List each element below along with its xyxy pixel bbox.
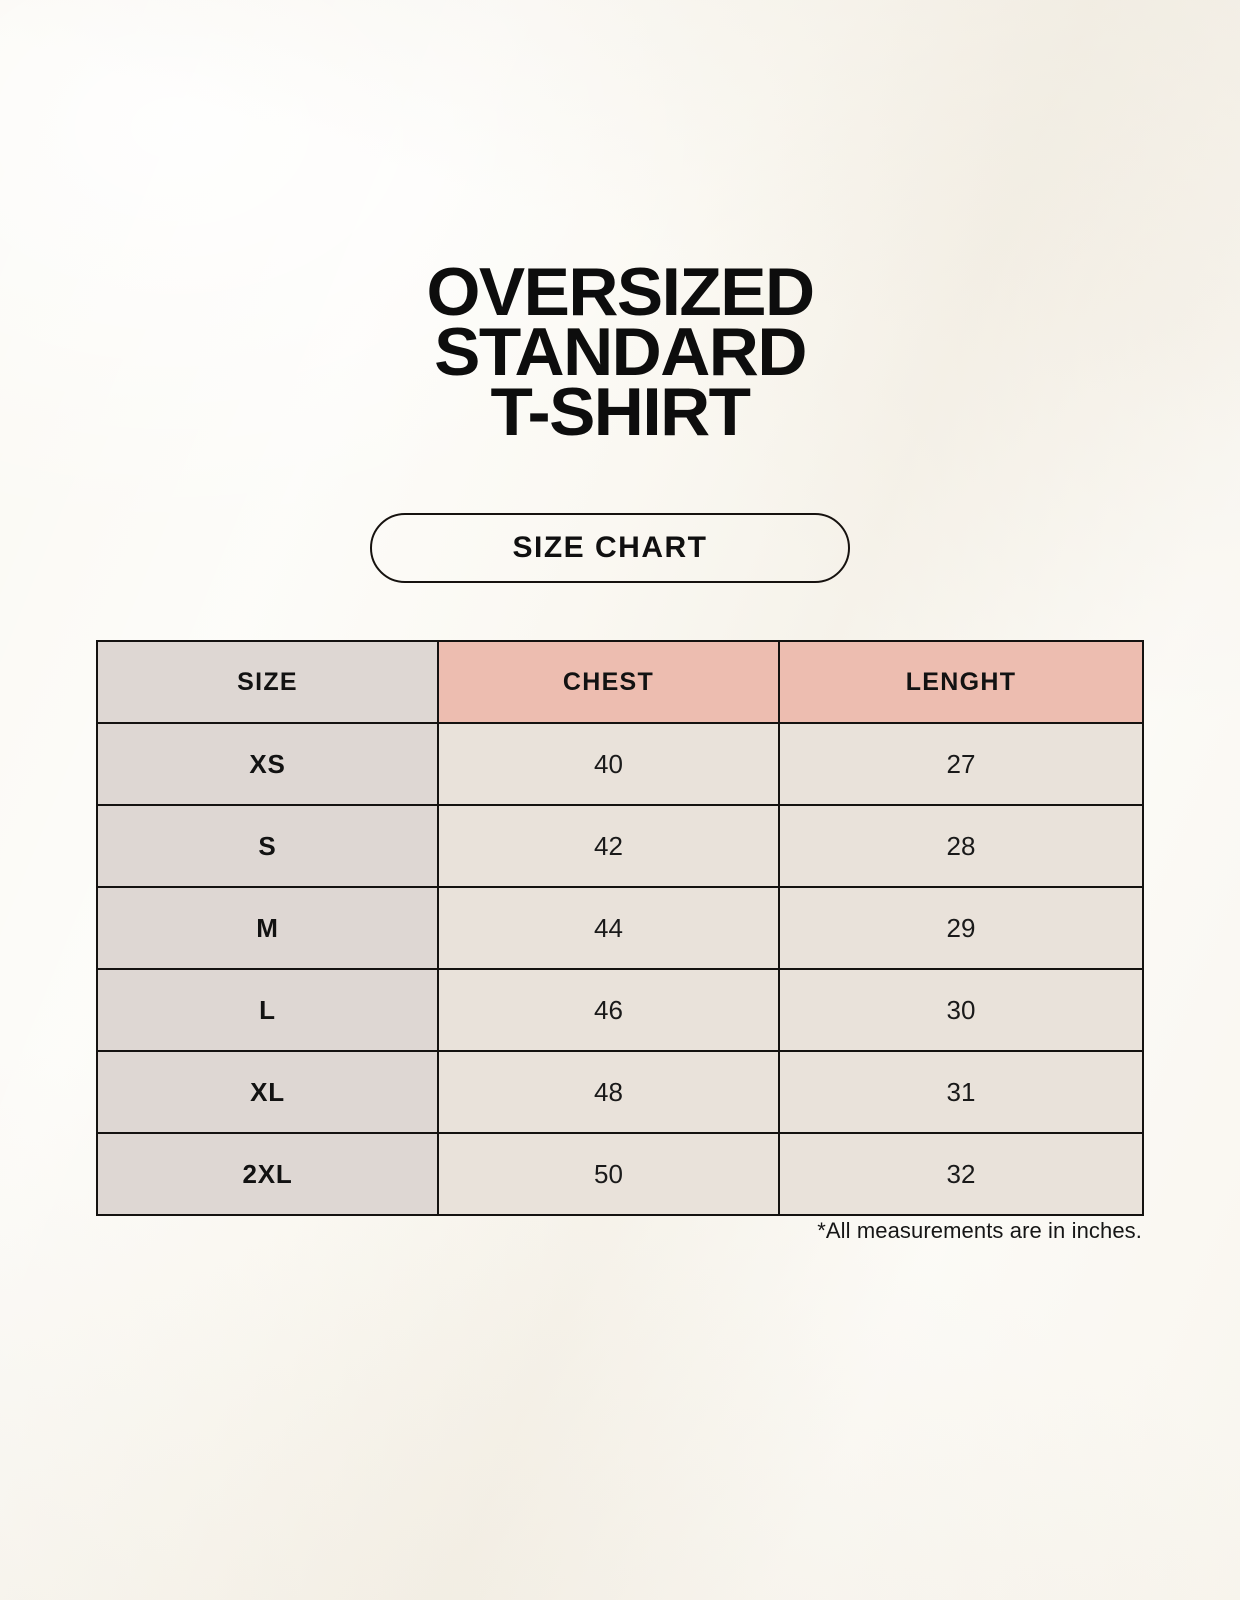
cell-size: 2XL bbox=[96, 1132, 439, 1216]
cell-length: 29 bbox=[778, 886, 1144, 970]
cell-length: 28 bbox=[778, 804, 1144, 888]
size-table: SIZE CHEST LENGHT XS 40 27 S 42 28 M bbox=[96, 640, 1144, 1216]
column-header-chest: CHEST bbox=[437, 640, 780, 724]
size-chart-badge-label: SIZE CHART bbox=[512, 531, 708, 564]
table-row: S 42 28 bbox=[96, 804, 1144, 888]
size-table-header: SIZE CHEST LENGHT bbox=[96, 640, 1144, 724]
cell-length: 32 bbox=[778, 1132, 1144, 1216]
cell-chest: 42 bbox=[437, 804, 780, 888]
cell-length: 27 bbox=[778, 722, 1144, 806]
table-row: M 44 29 bbox=[96, 886, 1144, 970]
cell-chest: 46 bbox=[437, 968, 780, 1052]
measurement-units-footnote: *All measurements are in inches. bbox=[817, 1218, 1142, 1243]
cell-size: M bbox=[96, 886, 439, 970]
cell-length: 30 bbox=[778, 968, 1144, 1052]
page-title-line-2: STANDARD bbox=[434, 314, 807, 390]
cell-chest: 48 bbox=[437, 1050, 780, 1134]
size-chart-badge: SIZE CHART bbox=[370, 513, 850, 583]
cell-chest: 40 bbox=[437, 722, 780, 806]
table-row: XL 48 31 bbox=[96, 1050, 1144, 1134]
size-table-container: SIZE CHEST LENGHT XS 40 27 S 42 28 M bbox=[96, 640, 1144, 1216]
cell-chest: 44 bbox=[437, 886, 780, 970]
table-row: L 46 30 bbox=[96, 968, 1144, 1052]
table-row: 2XL 50 32 bbox=[96, 1132, 1144, 1216]
column-header-length: LENGHT bbox=[778, 640, 1144, 724]
cell-size: XL bbox=[96, 1050, 439, 1134]
cell-size: XS bbox=[96, 722, 439, 806]
cell-size: S bbox=[96, 804, 439, 888]
table-row: XS 40 27 bbox=[96, 722, 1144, 806]
page-title-line-3: T-SHIRT bbox=[490, 374, 751, 450]
cell-size: L bbox=[96, 968, 439, 1052]
table-header-row: SIZE CHEST LENGHT bbox=[96, 640, 1144, 724]
cell-chest: 50 bbox=[437, 1132, 780, 1216]
size-table-body: XS 40 27 S 42 28 M 44 29 L 46 30 bbox=[96, 722, 1144, 1216]
cell-length: 31 bbox=[778, 1050, 1144, 1134]
column-header-size: SIZE bbox=[96, 640, 439, 724]
page-title-line-1: OVERSIZED bbox=[426, 254, 815, 330]
page-title: OVERSIZED STANDARD T-SHIRT bbox=[0, 254, 1240, 450]
